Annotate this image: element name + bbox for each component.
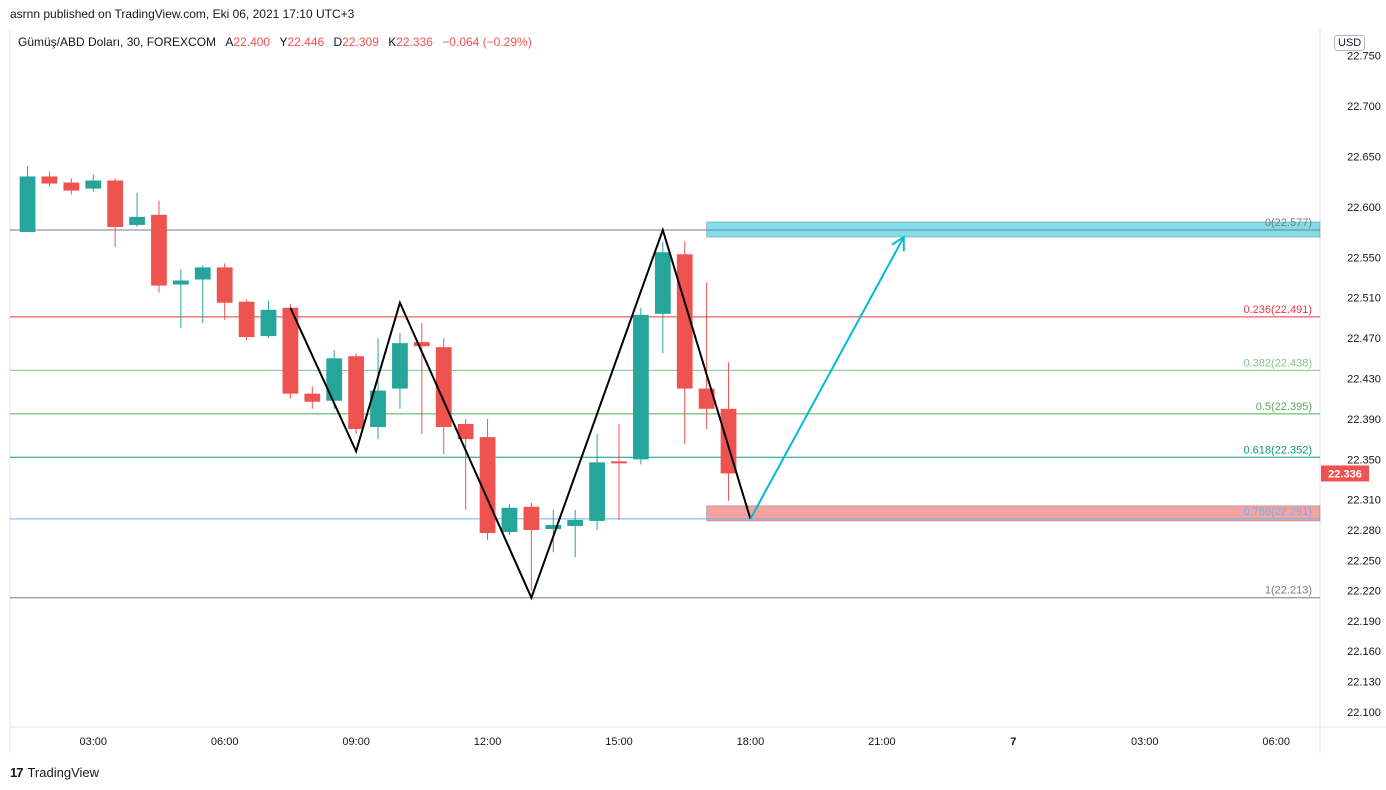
candle-body[interactable]: [304, 393, 321, 402]
close-label: K: [388, 35, 397, 49]
candle-body[interactable]: [654, 252, 671, 314]
last-price-label: 22.336: [1328, 468, 1362, 480]
candle-body[interactable]: [698, 388, 715, 409]
candle-body[interactable]: [633, 314, 649, 460]
candle-body[interactable]: [567, 519, 584, 526]
open-label: A: [225, 35, 234, 49]
low-value: 22.309: [342, 35, 379, 49]
fib-level-label: 1(22.213): [1265, 585, 1312, 597]
currency-badge[interactable]: USD: [1334, 35, 1366, 51]
candle-body[interactable]: [457, 423, 474, 440]
candle-body[interactable]: [501, 507, 518, 533]
candle-body[interactable]: [172, 280, 189, 285]
price-tick-label: 22.650: [1347, 151, 1381, 163]
candle-body[interactable]: [238, 301, 255, 338]
candle-body[interactable]: [370, 390, 386, 427]
candle-body[interactable]: [63, 182, 80, 191]
zigzag-pattern-line[interactable]: [289, 226, 752, 601]
price-tick-label: 22.190: [1347, 616, 1381, 628]
brand-name: TradingView: [27, 765, 100, 780]
candle-body[interactable]: [523, 506, 540, 531]
projection-arrow-head: [891, 235, 905, 252]
price-tick-label: 22.390: [1347, 414, 1381, 426]
candle-body[interactable]: [392, 343, 408, 389]
price-tick-label: 22.470: [1347, 333, 1381, 345]
low-label: D: [333, 35, 343, 49]
price-tick-label: 22.700: [1347, 101, 1381, 113]
price-tick-label: 22.280: [1347, 525, 1381, 537]
price-tick-label: 22.250: [1347, 555, 1381, 567]
candle-body[interactable]: [85, 180, 102, 189]
published-caption: asrnn published on TradingView.com, Eki …: [10, 7, 355, 21]
candle-body[interactable]: [129, 216, 145, 225]
price-tick-label: 22.310: [1347, 495, 1381, 507]
price-tick-label: 22.600: [1347, 202, 1381, 214]
fib-level-label: 0.236(22.491): [1244, 304, 1313, 316]
high-label: Y: [279, 35, 288, 49]
time-tick-label: 12:00: [474, 736, 502, 748]
price-tick-label: 22.550: [1347, 252, 1381, 264]
price-tick-label: 22.100: [1347, 707, 1381, 719]
time-tick-label: 7: [1010, 736, 1016, 748]
candle-body[interactable]: [611, 461, 627, 464]
candle-body[interactable]: [260, 309, 277, 337]
price-tick-label: 22.350: [1347, 454, 1381, 466]
time-tick-label: 09:00: [342, 736, 370, 748]
price-tick-label: 22.220: [1347, 586, 1381, 598]
price-tick-label: 22.160: [1347, 646, 1381, 658]
last-price-badge: [1321, 465, 1369, 482]
target-zone-0[interactable]: [706, 221, 1321, 238]
candle-body[interactable]: [107, 180, 124, 227]
tradingview-branding: 17 TradingView: [10, 765, 99, 780]
tradingview-logo-icon: 17: [10, 765, 24, 780]
price-tick-label: 22.430: [1347, 374, 1381, 386]
candle-body[interactable]: [41, 176, 58, 184]
projection-arrow-line[interactable]: [749, 236, 905, 520]
fib-level-label: 0.5(22.395): [1256, 401, 1312, 413]
time-tick-label: 03:00: [79, 736, 107, 748]
symbol-name[interactable]: Gümüş/ABD Doları, 30, FOREXCOM: [18, 35, 217, 49]
time-tick-label: 06:00: [211, 736, 239, 748]
candle-body[interactable]: [413, 342, 430, 347]
time-tick-label: 15:00: [605, 736, 633, 748]
close-value: 22.336: [396, 35, 433, 49]
candle-body[interactable]: [282, 307, 299, 394]
time-tick-label: 21:00: [868, 736, 896, 748]
price-tick-label: 22.130: [1347, 677, 1381, 689]
candle-body[interactable]: [151, 214, 167, 286]
time-tick-label: 18:00: [737, 736, 765, 748]
change-value: −0.064 (−0.29%): [442, 35, 532, 49]
candle-body[interactable]: [19, 176, 36, 233]
high-value: 22.446: [287, 35, 325, 49]
price-tick-label: 22.750: [1347, 50, 1381, 62]
price-tick-label: 22.510: [1347, 293, 1381, 305]
target-zone-1[interactable]: [706, 505, 1321, 522]
candle-body[interactable]: [435, 347, 452, 427]
time-tick-label: 06:00: [1262, 736, 1290, 748]
candle-body[interactable]: [348, 356, 365, 430]
time-tick-label: 03:00: [1131, 736, 1159, 748]
symbol-legend: Gümüş/ABD Doları, 30, FOREXCOM A22.400 Y…: [18, 35, 532, 49]
open-value: 22.400: [233, 35, 271, 49]
candle-body[interactable]: [194, 267, 211, 280]
fib-level-label: 0(22.577): [1265, 217, 1312, 229]
fib-level-label: 0.382(22.438): [1244, 357, 1313, 369]
fib-level-label: 0.618(22.352): [1244, 444, 1313, 456]
candle-body[interactable]: [216, 267, 233, 303]
fib-level-label: 0.786(22.291): [1244, 506, 1313, 518]
candle-body[interactable]: [589, 462, 605, 521]
candle-body[interactable]: [326, 358, 343, 401]
candle-body[interactable]: [545, 524, 562, 530]
